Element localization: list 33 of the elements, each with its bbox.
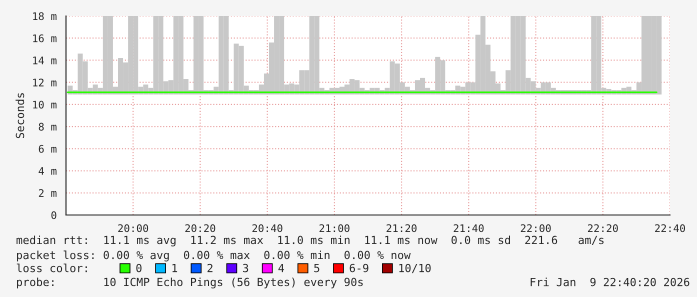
y-tick-label: 6 m xyxy=(38,144,56,153)
y-tick-label: 16 m xyxy=(33,34,56,42)
text: median rtt: 11.1 ms avg 11.2 ms max 11.0 ms min 11.1 ms now 0.0 ms sd 221.6 am/s xyxy=(16,236,604,246)
y-tick-label: 0 xyxy=(51,211,56,220)
y-tick-label: 18 m xyxy=(33,12,56,20)
x-tick-label: 22:20 xyxy=(588,224,618,232)
legend-title: loss color: xyxy=(16,264,87,272)
legend-label: 5 xyxy=(314,264,320,272)
x-tick-label: 21:40 xyxy=(454,224,484,232)
x-tick-label: 22:00 xyxy=(520,224,551,232)
x-tick-label: 20:40 xyxy=(252,224,282,232)
text: Fri Jan 9 22:40:20 2026 xyxy=(530,278,690,286)
legend-label: 2 xyxy=(208,264,212,272)
legend-label: 1 xyxy=(172,264,178,272)
y-tick-label: 8 m xyxy=(38,122,56,131)
text: probe: 10 ICMP Echo Pings (56 Bytes) every 90s xyxy=(17,278,363,288)
legend-label: 4 xyxy=(278,264,284,272)
legend-label: 10/10 xyxy=(399,264,431,274)
x-tick-label: 22:40 xyxy=(655,224,686,232)
y-tick-label: 2 m xyxy=(38,189,56,197)
x-tick-label: 21:00 xyxy=(320,224,350,232)
text: packet loss: 0.00 % avg 0.00 % max 0.00 % min 0.00 % now xyxy=(17,250,411,262)
y-axis-title: Seconds xyxy=(16,93,24,138)
legend-label: 3 xyxy=(243,264,248,272)
legend-label: 0 xyxy=(136,264,142,272)
y-tick-label: 4 m xyxy=(38,167,56,175)
x-tick-label: 20:20 xyxy=(185,224,216,232)
y-tick-label: 12 m xyxy=(33,78,56,86)
legend-label: 6-9 xyxy=(350,264,368,272)
x-tick-label: 21:20 xyxy=(386,224,417,232)
y-tick-label: 10 m xyxy=(33,100,56,109)
y-tick-label: 14 m xyxy=(33,56,56,64)
x-tick-label: 20:00 xyxy=(118,224,148,232)
